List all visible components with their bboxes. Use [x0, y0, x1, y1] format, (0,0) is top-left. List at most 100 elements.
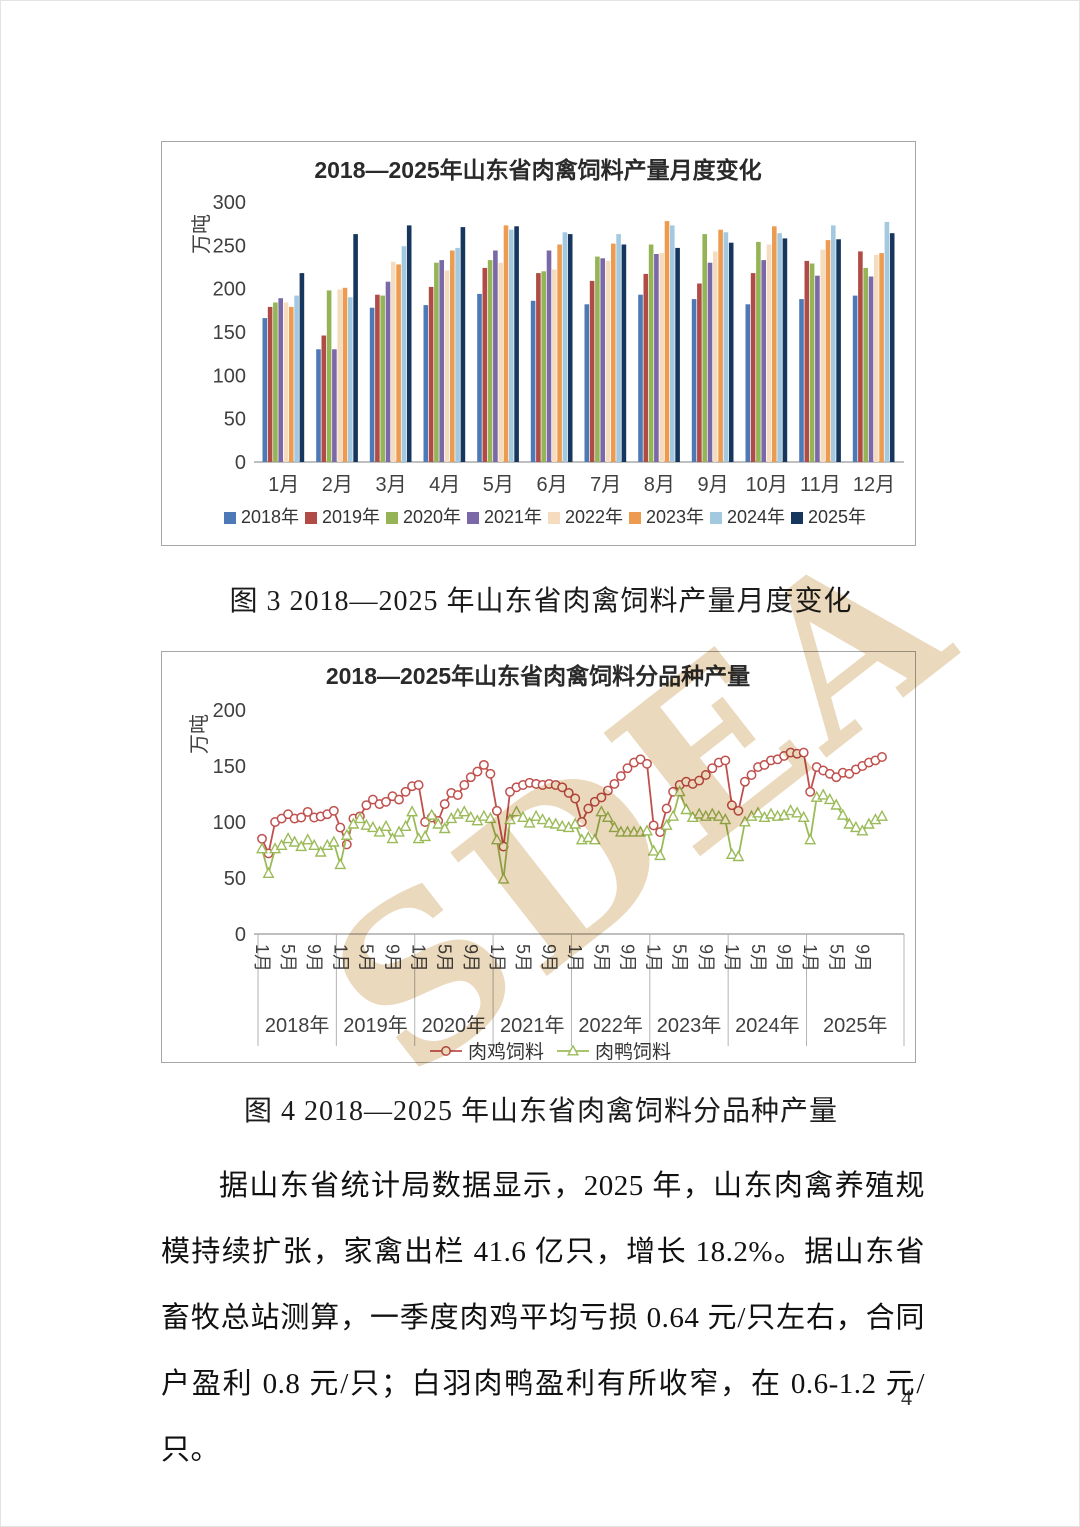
bar-2020年-4月 — [434, 262, 439, 462]
marker-circle — [472, 766, 483, 777]
legend-label-2024年: 2024年 — [727, 507, 785, 527]
marker-triangle — [406, 805, 419, 817]
marker-circle — [805, 786, 816, 797]
chart2-month-tick: 5月 — [278, 944, 298, 972]
marker-circle — [648, 820, 659, 831]
bar-2021年-12月 — [868, 276, 874, 462]
legend-label-2021年: 2021年 — [484, 507, 542, 527]
chart2-month-tick: 1月 — [330, 944, 350, 972]
chart2-month-tick: 1月 — [409, 944, 429, 972]
figure3-monthly-bar-chart: 2018—2025年山东省肉禽饲料产量月度变化 万吨 0 50 100 150 200 250… — [161, 141, 916, 546]
marker-circle — [505, 786, 515, 797]
bar-2025年-11月 — [836, 239, 841, 462]
bar-2025年-10月 — [782, 238, 788, 462]
bar-2018年-6月 — [530, 300, 536, 462]
bar-2020年-12月 — [863, 267, 868, 462]
legend-swatch-2018年 — [224, 512, 236, 524]
bar-2018年-10月 — [745, 304, 751, 462]
marker-triangle — [438, 822, 451, 834]
marker-circle — [720, 755, 731, 766]
marker-circle — [726, 800, 737, 811]
marker-triangle — [510, 805, 523, 817]
marker-circle — [413, 780, 424, 790]
bar-2019年-3月 — [375, 294, 380, 462]
chart1-y-tick: 200 — [213, 279, 246, 301]
marker-circle — [733, 805, 744, 816]
marker-triangle — [712, 809, 725, 821]
bar-2023年-10月 — [772, 226, 777, 462]
marker-triangle — [536, 813, 549, 825]
marker-circle — [694, 775, 705, 786]
legend-marker-肉鸡饲料 — [441, 1046, 451, 1056]
chart2-month-tick: 9月 — [304, 944, 324, 972]
marker-triangle — [262, 866, 275, 878]
marker-triangle — [458, 805, 471, 817]
bar-2019年-7月 — [589, 280, 595, 462]
chart1-title: 2018—2025年山东省肉禽饲料产量月度变化 — [314, 157, 761, 183]
page-number: 4 — [901, 1385, 912, 1410]
marker-triangle — [327, 835, 340, 847]
marker-circle — [739, 776, 750, 787]
bar-2022年-8月 — [659, 253, 664, 462]
bar-2022年-10月 — [766, 244, 772, 462]
marker-circle — [302, 806, 313, 817]
marker-circle — [746, 770, 757, 780]
marker-circle — [602, 785, 613, 796]
marker-triangle — [360, 818, 373, 830]
marker-triangle — [823, 792, 836, 805]
marker-triangle — [386, 832, 399, 844]
marker-triangle — [673, 785, 686, 797]
marker-circle — [700, 770, 711, 780]
bar-2020年-3月 — [380, 295, 385, 462]
marker-circle — [381, 796, 391, 807]
marker-circle — [831, 772, 842, 783]
bar-2023年-11月 — [825, 240, 831, 462]
chart2-month-tick: 5月 — [356, 944, 376, 972]
chart2-month-tick: 9月 — [461, 944, 481, 972]
marker-triangle — [836, 808, 849, 820]
chart2-month-tick: 5月 — [826, 944, 846, 972]
marker-triangle — [340, 828, 353, 840]
marker-circle — [563, 787, 574, 798]
marker-triangle — [399, 819, 412, 831]
marker-triangle — [719, 813, 732, 825]
bar-2021年-5月 — [493, 250, 498, 462]
legend-swatch-2023年 — [629, 512, 641, 524]
bar-2019年-2月 — [321, 335, 327, 462]
marker-circle — [635, 754, 646, 765]
chart2-month-tick: 9月 — [696, 944, 716, 972]
marker-triangle — [569, 817, 582, 829]
bar-2025年-6月 — [567, 234, 573, 462]
chart2-month-tick: 9月 — [774, 944, 794, 972]
bar-2024年-9月 — [723, 232, 729, 462]
chart1-x-tick: 6月 — [536, 474, 567, 496]
marker-triangle — [497, 872, 510, 884]
marker-triangle — [601, 810, 614, 822]
bar-2024年-1月 — [294, 295, 299, 462]
chart2-year-label: 2020年 — [422, 1014, 487, 1037]
marker-triangle — [282, 832, 295, 844]
bar-2025年-1月 — [299, 273, 305, 462]
marker-triangle — [373, 825, 386, 837]
marker-triangle — [582, 831, 595, 843]
marker-circle — [439, 799, 450, 810]
bar-2023年-9月 — [718, 229, 723, 462]
marker-triangle — [843, 817, 856, 829]
chart1-x-tick: 3月 — [375, 474, 406, 496]
chart2-month-tick: 9月 — [617, 944, 637, 972]
bar-2022年-1月 — [283, 302, 289, 462]
marker-triangle — [752, 806, 764, 818]
marker-triangle — [595, 805, 608, 817]
marker-triangle — [667, 809, 680, 821]
marker-circle — [283, 809, 294, 820]
bar-2022年-6月 — [552, 269, 557, 462]
chart2-month-tick: 1月 — [252, 944, 272, 972]
chart1-x-tick: 4月 — [429, 474, 460, 496]
chart2-year-label: 2022年 — [578, 1014, 643, 1037]
marker-triangle — [654, 848, 667, 861]
bar-2024年-12月 — [884, 221, 890, 462]
bar-2020年-2月 — [326, 290, 332, 462]
bar-2020年-9月 — [702, 234, 707, 462]
chart2-month-tick: 1月 — [644, 944, 664, 972]
figure3-caption: 图 3 2018—2025 年山东省肉禽饲料产量月度变化 — [229, 586, 853, 617]
